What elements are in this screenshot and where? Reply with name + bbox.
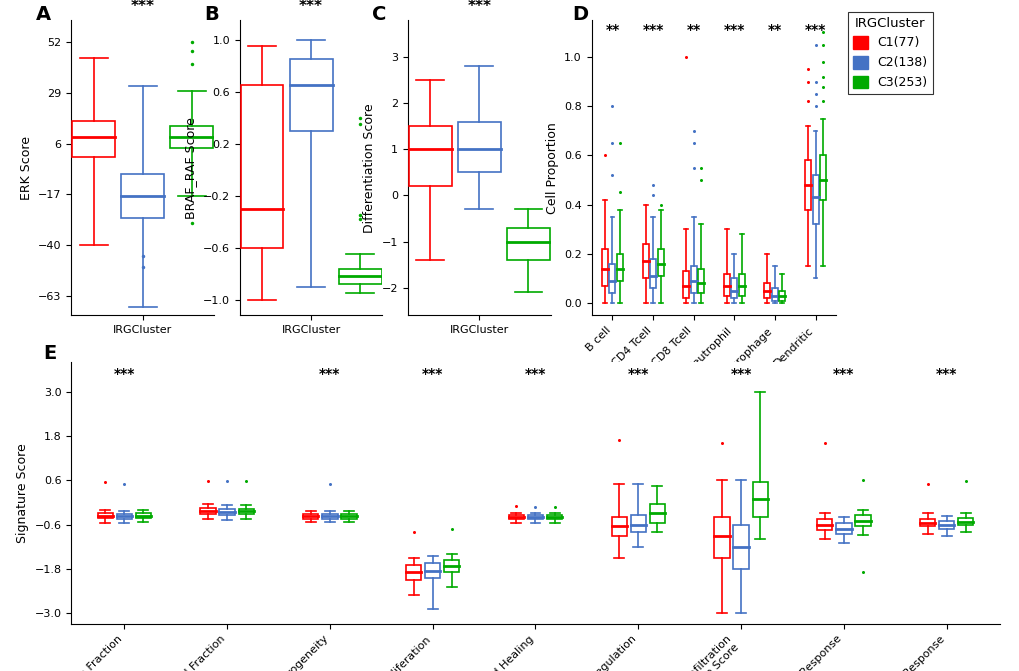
Text: **: **: [767, 23, 782, 37]
Bar: [855, 515, 870, 526]
Text: ***: ***: [833, 366, 854, 380]
Bar: [443, 560, 459, 572]
Bar: [731, 278, 737, 298]
Y-axis label: Signature Score: Signature Score: [16, 444, 29, 543]
Text: ***: ***: [525, 366, 545, 380]
Bar: [723, 274, 729, 296]
Bar: [72, 121, 115, 157]
Bar: [121, 174, 164, 219]
Bar: [649, 504, 664, 523]
Bar: [425, 563, 440, 578]
Bar: [819, 156, 825, 200]
Bar: [630, 515, 645, 532]
Bar: [771, 289, 777, 301]
Bar: [289, 59, 332, 131]
Bar: [616, 254, 623, 281]
Bar: [919, 519, 934, 526]
Text: ***: ***: [642, 23, 663, 37]
Bar: [812, 175, 817, 224]
Bar: [170, 126, 213, 148]
Bar: [458, 121, 500, 172]
Bar: [116, 514, 131, 519]
Text: ***: ***: [319, 366, 340, 380]
Bar: [657, 249, 663, 276]
Bar: [642, 244, 648, 278]
Bar: [546, 515, 561, 519]
Bar: [200, 509, 215, 514]
Bar: [804, 160, 810, 209]
Bar: [738, 274, 744, 296]
Bar: [683, 271, 689, 298]
Bar: [506, 227, 549, 260]
Bar: [779, 291, 785, 301]
Text: B: B: [204, 5, 218, 24]
Legend: C1(77), C2(138), C3(253): C1(77), C2(138), C3(253): [847, 11, 931, 94]
Bar: [938, 521, 954, 529]
Text: ***: ***: [130, 0, 155, 14]
Bar: [528, 515, 542, 519]
Text: ***: ***: [722, 23, 744, 37]
Text: D: D: [572, 5, 588, 24]
Bar: [240, 85, 283, 248]
Text: **: **: [686, 23, 700, 37]
Y-axis label: ERK Score: ERK Score: [19, 136, 33, 200]
Bar: [341, 514, 357, 519]
Text: ***: ***: [935, 366, 957, 380]
Bar: [690, 266, 696, 293]
Text: ***: ***: [730, 366, 751, 380]
Y-axis label: BRAF_RAF Score: BRAF_RAF Score: [184, 117, 197, 219]
Bar: [752, 482, 767, 517]
Text: ***: ***: [299, 0, 323, 14]
Bar: [836, 523, 851, 533]
Bar: [238, 509, 254, 514]
Bar: [406, 565, 421, 580]
Bar: [609, 264, 614, 293]
Bar: [763, 283, 769, 298]
Bar: [136, 513, 151, 518]
Bar: [713, 517, 729, 558]
Bar: [733, 525, 748, 569]
Bar: [611, 517, 627, 535]
Text: ***: ***: [804, 23, 825, 37]
Bar: [601, 249, 607, 286]
Bar: [957, 518, 972, 525]
Text: ***: ***: [627, 366, 648, 380]
Bar: [219, 509, 234, 515]
Text: ***: ***: [113, 366, 135, 380]
Y-axis label: Differentiation Score: Differentiation Score: [363, 103, 376, 233]
Bar: [816, 519, 832, 530]
Bar: [649, 259, 655, 289]
Text: A: A: [36, 5, 51, 24]
Text: ***: ***: [422, 366, 443, 380]
Y-axis label: Cell Proportion: Cell Proportion: [545, 122, 558, 213]
Bar: [698, 268, 703, 293]
Text: **: **: [604, 23, 619, 37]
Bar: [338, 268, 381, 284]
Bar: [303, 514, 318, 519]
Bar: [508, 515, 524, 519]
Text: C: C: [372, 5, 386, 24]
Bar: [409, 126, 451, 187]
Text: E: E: [44, 344, 57, 363]
Text: ***: ***: [467, 0, 491, 14]
Bar: [98, 513, 113, 518]
Bar: [322, 514, 337, 519]
